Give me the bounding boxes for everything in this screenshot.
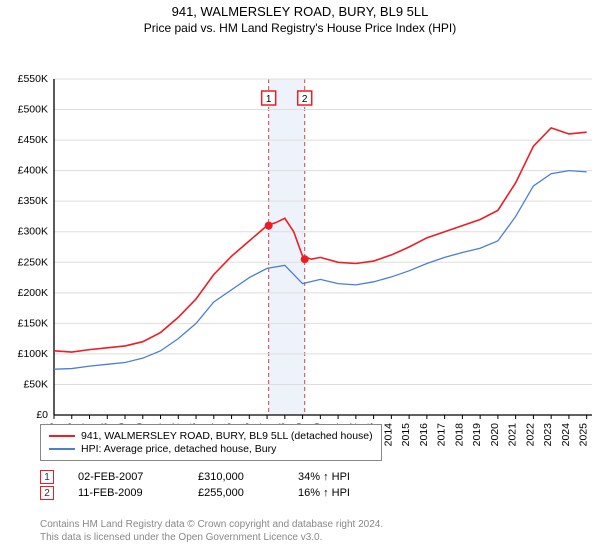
y-tick-label: £200K — [18, 287, 48, 299]
x-tick-label: 2023 — [542, 423, 554, 447]
y-tick-label: £0 — [36, 409, 48, 421]
y-tick-label: £300K — [18, 226, 48, 238]
legend-swatch — [49, 435, 75, 437]
legend-row: 941, WALMERSLEY ROAD, BURY, BL9 5LL (det… — [49, 430, 373, 442]
x-tick-label: 2014 — [382, 423, 394, 447]
chart-container: 941, WALMERSLEY ROAD, BURY, BL9 5LL Pric… — [0, 0, 600, 560]
title-block: 941, WALMERSLEY ROAD, BURY, BL9 5LL Pric… — [0, 0, 600, 35]
x-tick-label: 2021 — [507, 423, 519, 447]
y-tick-label: £250K — [18, 256, 48, 268]
y-tick-label: £400K — [18, 165, 48, 177]
x-tick-label: 2015 — [400, 423, 412, 447]
y-tick-label: £100K — [18, 348, 48, 360]
x-tick-label: 2016 — [418, 423, 430, 447]
y-tick-label: £500K — [18, 104, 48, 116]
line-chart: £0 £50K £100K £150K £200K £250K £300K £350K £400… — [0, 35, 600, 457]
transaction-date: 02-FEB-2007 — [78, 471, 198, 483]
legend-row: HPI: Average price, detached house, Bury — [49, 443, 373, 455]
y-tick-label: £350K — [18, 195, 48, 207]
marker-label-num: 2 — [302, 94, 308, 105]
transaction-marker: 2 — [40, 486, 54, 500]
chart-subtitle: Price paid vs. HM Land Registry's House … — [0, 21, 600, 35]
legend-label: HPI: Average price, detached house, Bury — [81, 443, 276, 455]
legend-swatch — [49, 448, 75, 450]
chart-title: 941, WALMERSLEY ROAD, BURY, BL9 5LL — [0, 4, 600, 19]
legend-label: 941, WALMERSLEY ROAD, BURY, BL9 5LL (det… — [81, 430, 373, 442]
y-tick-label: £450K — [18, 134, 48, 146]
transaction-marker: 1 — [40, 470, 54, 484]
transaction-delta: 16% ↑ HPI — [298, 487, 398, 499]
footer-line-1: Contains HM Land Registry data © Crown c… — [40, 518, 383, 531]
marker-dot — [265, 222, 273, 230]
x-tick-label: 2024 — [560, 423, 572, 447]
transaction-table: 1 02-FEB-2007£310,00034% ↑ HPI 2 11-FEB-200… — [40, 468, 398, 502]
footer-attribution: Contains HM Land Registry data © Crown c… — [40, 518, 383, 544]
series-line — [54, 128, 587, 352]
footer-line-2: This data is licensed under the Open Gov… — [40, 531, 383, 544]
transaction-row: 2 11-FEB-2009£255,00016% ↑ HPI — [40, 486, 398, 500]
marker-dot — [301, 255, 309, 263]
transaction-price: £310,000 — [198, 471, 298, 483]
y-tick-label: £150K — [18, 317, 48, 329]
x-tick-label: 2020 — [489, 423, 501, 447]
transaction-delta: 34% ↑ HPI — [298, 471, 398, 483]
y-tick-label: £550K — [18, 73, 48, 85]
marker-label-num: 1 — [266, 94, 272, 105]
transaction-date: 11-FEB-2009 — [78, 487, 198, 499]
transaction-row: 1 02-FEB-2007£310,00034% ↑ HPI — [40, 470, 398, 484]
x-tick-label: 2019 — [471, 423, 483, 447]
y-tick-label: £50K — [23, 378, 48, 390]
x-tick-label: 2017 — [436, 423, 448, 447]
legend: 941, WALMERSLEY ROAD, BURY, BL9 5LL (det… — [40, 424, 382, 461]
x-tick-label: 2022 — [524, 423, 536, 447]
x-tick-label: 2018 — [453, 423, 465, 447]
transaction-price: £255,000 — [198, 487, 298, 499]
x-tick-label: 2025 — [578, 423, 590, 447]
series-line — [54, 171, 587, 370]
